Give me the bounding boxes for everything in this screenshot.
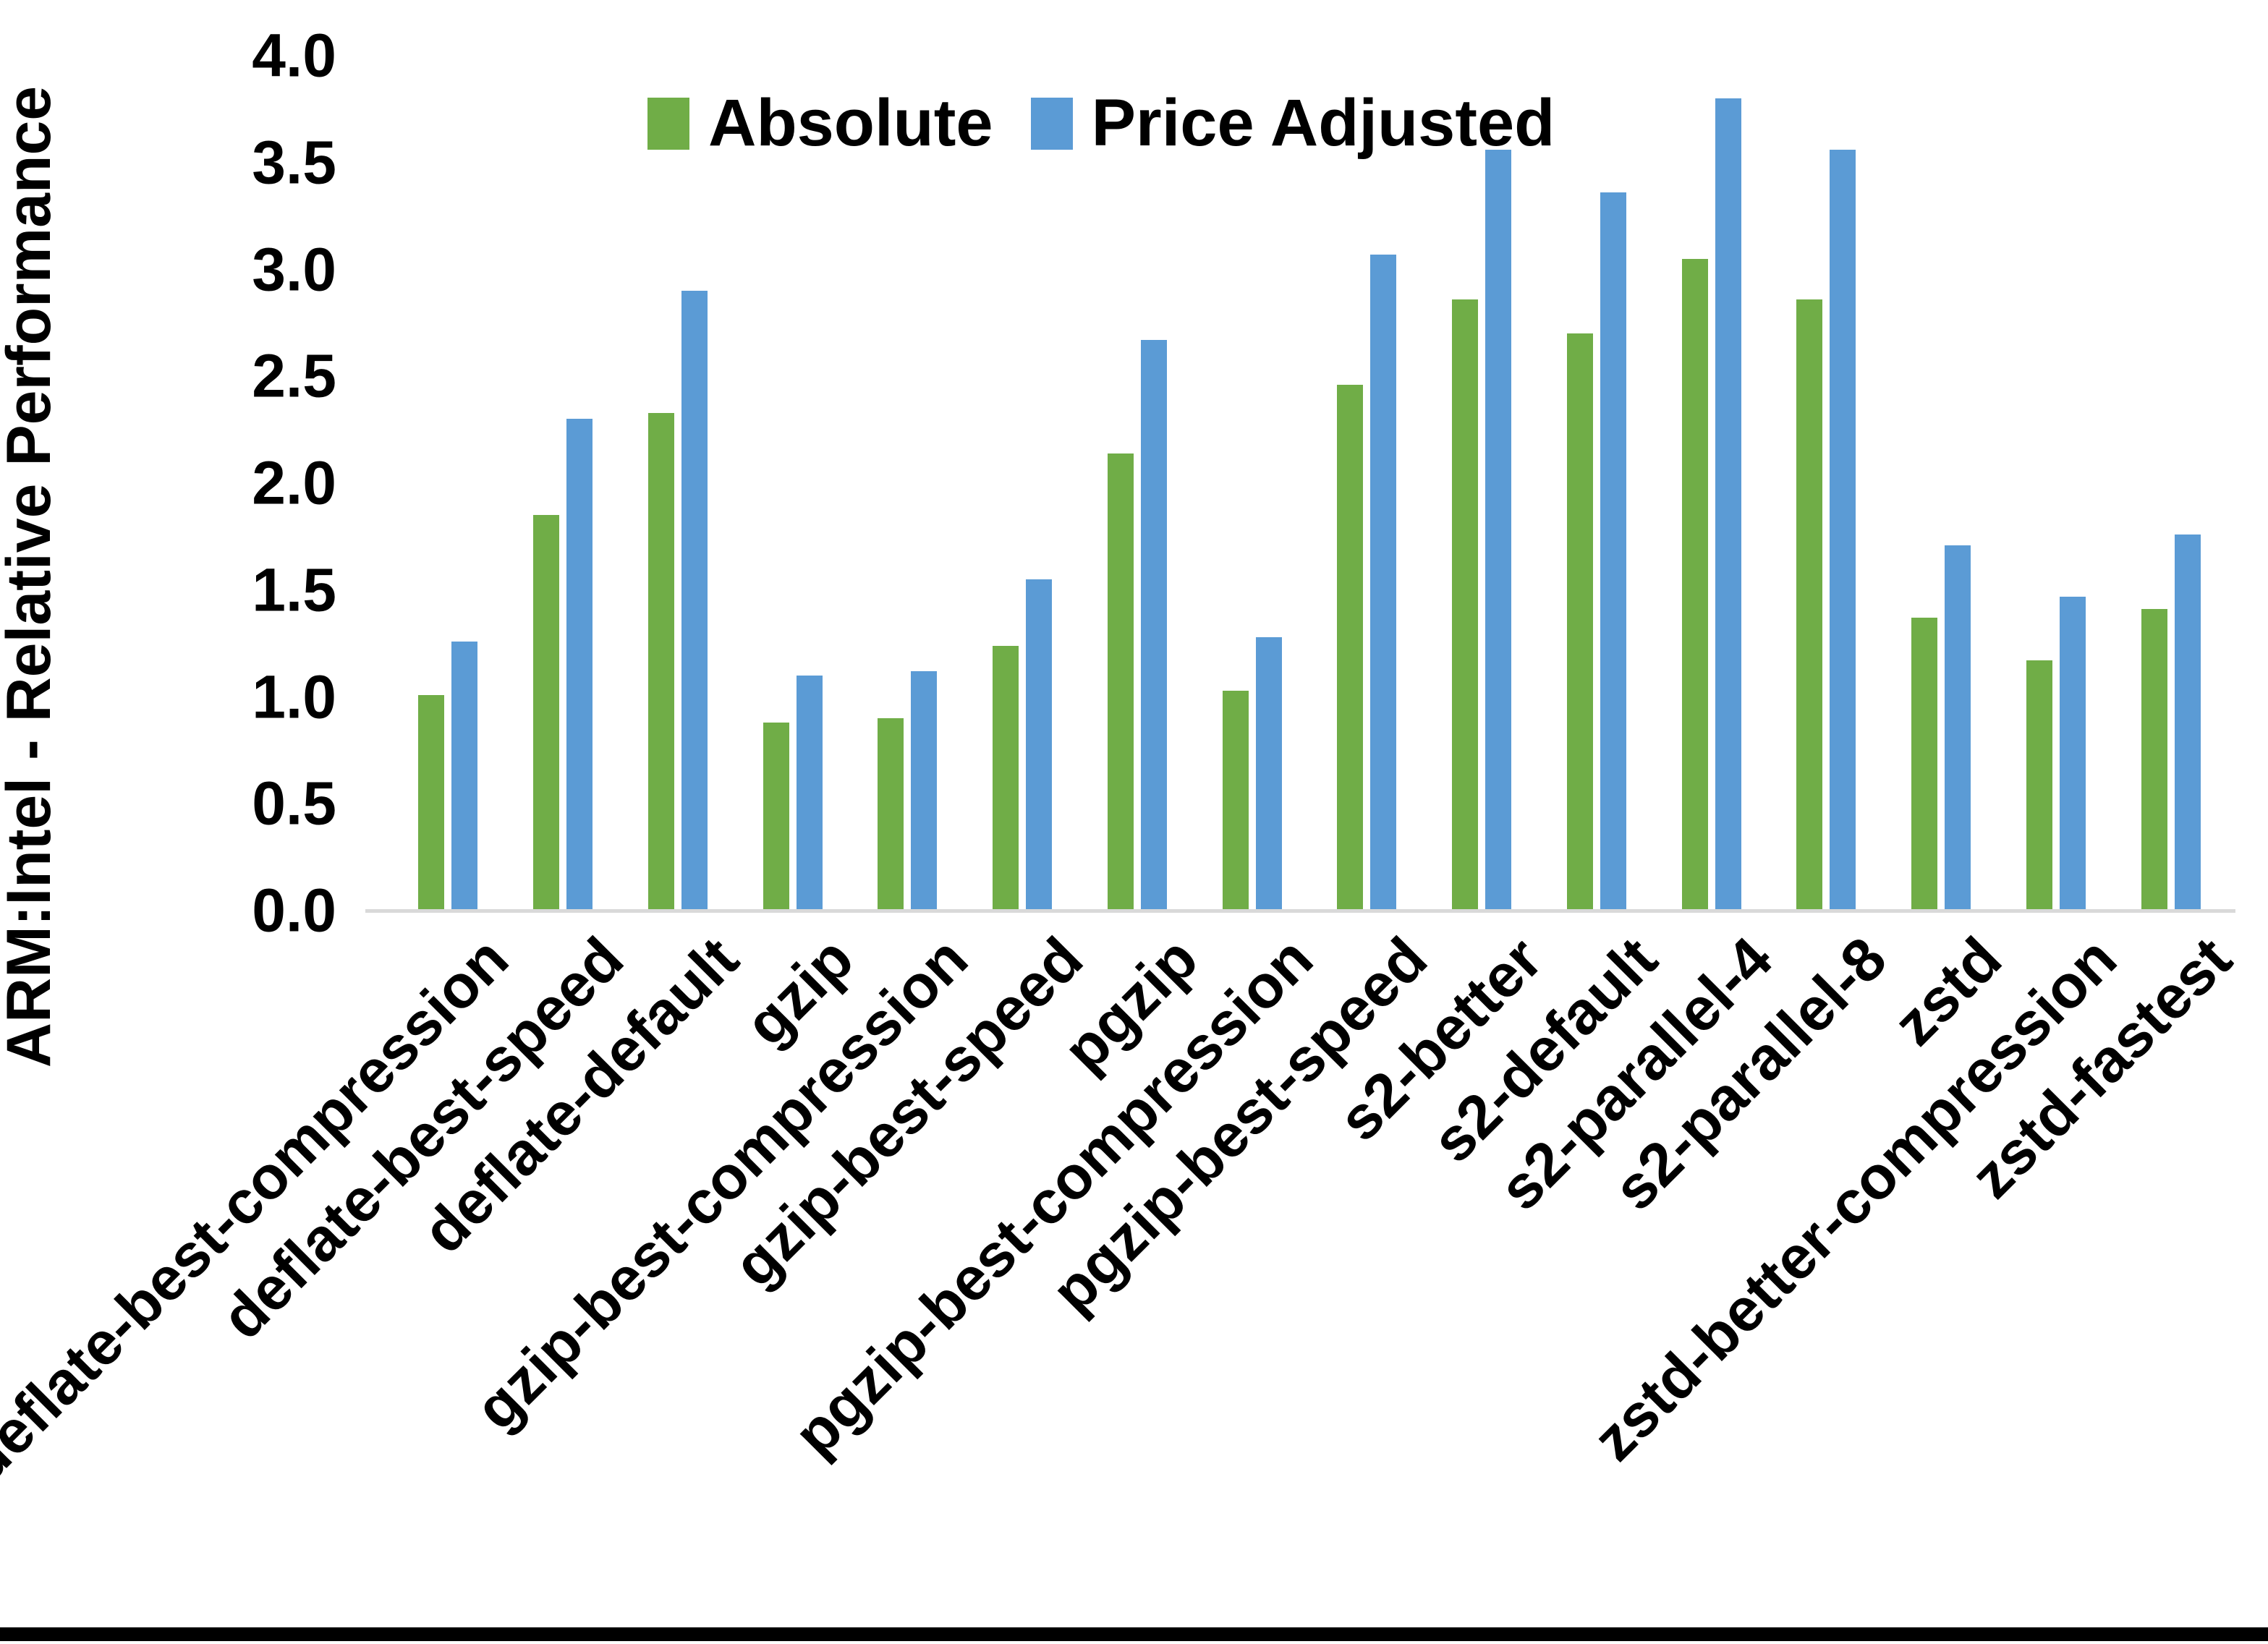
bar-absolute-pgzip bbox=[1107, 453, 1134, 911]
bar-price-adjusted-zstd-fastest bbox=[2174, 534, 2201, 911]
bar-price-adjusted-pgzip bbox=[1140, 340, 1167, 911]
bar-cluster-pgzip-best-speed bbox=[1309, 56, 1424, 911]
bar-price-adjusted-zstd-better-compression bbox=[2059, 596, 2086, 911]
legend-swatch-absolute bbox=[647, 97, 689, 150]
bar-absolute-s2-parallel-8 bbox=[1796, 299, 1823, 911]
y-tick-label: 3.0 bbox=[252, 235, 336, 303]
bar-price-adjusted-s2-default bbox=[1600, 192, 1626, 911]
bar-absolute-gzip bbox=[763, 722, 789, 911]
bar-absolute-gzip-best-speed bbox=[993, 645, 1019, 911]
legend-item-absolute: Absolute bbox=[647, 85, 993, 161]
y-tick-label: 1.5 bbox=[252, 555, 336, 624]
bar-price-adjusted-gzip bbox=[796, 675, 823, 911]
y-tick-label: 2.0 bbox=[252, 448, 336, 517]
bar-absolute-s2-parallel-4 bbox=[1681, 258, 1708, 911]
x-axis-line bbox=[365, 909, 2235, 913]
x-axis-category-labels: deflate-best-compression deflate-best-spe… bbox=[0, 924, 2244, 1495]
bar-price-adjusted-pgzip-best-compression bbox=[1255, 636, 1282, 911]
bar-cluster-s2-parallel-8 bbox=[1769, 56, 1884, 911]
legend-swatch-price-adjusted bbox=[1030, 97, 1073, 150]
bar-absolute-gzip-best-compression bbox=[878, 718, 904, 911]
bar-absolute-zstd-fastest bbox=[2141, 609, 2167, 911]
bar-cluster-pgzip-best-compression bbox=[1194, 56, 1309, 911]
plot-area bbox=[391, 56, 2228, 911]
bar-price-adjusted-zstd bbox=[1945, 545, 1971, 911]
y-tick-label: 3.5 bbox=[252, 128, 336, 197]
y-tick-label: 0.0 bbox=[252, 876, 336, 945]
bar-absolute-pgzip-best-compression bbox=[1222, 690, 1249, 911]
bar-cluster-gzip-best-speed bbox=[965, 56, 1080, 911]
bar-price-adjusted-pgzip-best-speed bbox=[1370, 254, 1397, 911]
bar-cluster-zstd-fastest bbox=[2113, 56, 2228, 911]
bar-cluster-deflate-default bbox=[621, 56, 736, 911]
bar-absolute-zstd-better-compression bbox=[2026, 660, 2052, 911]
chart-legend: Absolute Price Adjusted bbox=[647, 85, 1555, 161]
y-tick-label: 0.5 bbox=[252, 769, 336, 838]
bar-price-adjusted-deflate-best-compression bbox=[451, 641, 478, 911]
bar-clusters bbox=[391, 56, 2228, 911]
bar-cluster-gzip-best-compression bbox=[850, 56, 965, 911]
bar-cluster-s2-parallel-4 bbox=[1654, 56, 1769, 911]
legend-label-price-adjusted: Price Adjusted bbox=[1091, 86, 1555, 160]
legend-label-absolute: Absolute bbox=[708, 86, 993, 160]
bar-absolute-deflate-best-speed bbox=[533, 515, 560, 911]
bar-price-adjusted-gzip-best-compression bbox=[911, 671, 938, 911]
bar-absolute-deflate-default bbox=[647, 412, 674, 911]
y-axis-tick-labels: 0.0 0.5 1.0 1.5 2.0 2.5 3.0 3.5 4.0 bbox=[0, 22, 336, 945]
bar-absolute-pgzip-best-speed bbox=[1337, 385, 1364, 911]
bar-price-adjusted-deflate-best-speed bbox=[566, 419, 593, 911]
page-bottom-border bbox=[0, 1627, 2268, 1641]
bar-cluster-s2-better bbox=[1424, 56, 1539, 911]
bar-cluster-zstd-better-compression bbox=[1999, 56, 2114, 911]
bar-cluster-pgzip bbox=[1080, 56, 1195, 911]
bar-cluster-deflate-best-compression bbox=[391, 56, 506, 911]
bar-cluster-deflate-best-speed bbox=[506, 56, 621, 911]
bar-price-adjusted-s2-better bbox=[1485, 150, 1512, 911]
bar-cluster-zstd bbox=[1884, 56, 1999, 911]
bar-cluster-gzip bbox=[735, 56, 850, 911]
y-tick-label: 4.0 bbox=[252, 21, 336, 90]
bar-price-adjusted-s2-parallel-4 bbox=[1715, 98, 1741, 911]
bar-absolute-s2-default bbox=[1566, 333, 1593, 911]
bar-price-adjusted-s2-parallel-8 bbox=[1830, 150, 1856, 911]
bar-price-adjusted-gzip-best-speed bbox=[1026, 579, 1053, 911]
y-tick-label: 1.0 bbox=[252, 663, 336, 731]
bar-absolute-deflate-best-compression bbox=[418, 694, 445, 911]
legend-item-price-adjusted: Price Adjusted bbox=[1030, 85, 1555, 161]
bar-absolute-s2-better bbox=[1452, 299, 1479, 911]
y-tick-label: 2.5 bbox=[252, 341, 336, 410]
bar-price-adjusted-deflate-default bbox=[681, 291, 708, 911]
bar-cluster-s2-default bbox=[1539, 56, 1655, 911]
bar-absolute-zstd bbox=[1911, 618, 1938, 911]
